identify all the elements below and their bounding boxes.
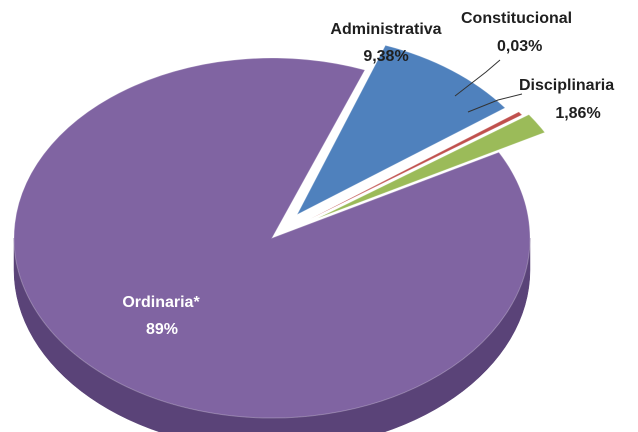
label-administrativa-value: 9,38% bbox=[363, 48, 409, 65]
label-disciplinaria-value: 1,86% bbox=[555, 105, 601, 122]
label-ordinaria-name: Ordinaria* bbox=[122, 294, 200, 311]
label-disciplinaria-name: Disciplinaria bbox=[519, 77, 615, 94]
slice-constitucional bbox=[310, 111, 523, 219]
leader-line-2 bbox=[467, 93, 523, 113]
label-constitucional-name: Constitucional bbox=[461, 10, 573, 27]
label-administrativa-name: Administrativa bbox=[330, 21, 442, 38]
leader-line-1 bbox=[454, 59, 501, 97]
slice-administrativa bbox=[296, 44, 506, 216]
label-ordinaria-value: 89% bbox=[145, 321, 179, 338]
slice-ordinaria bbox=[13, 57, 531, 419]
label-constitucional-value: 0,03% bbox=[497, 38, 543, 55]
slice-disciplinaria bbox=[317, 113, 546, 219]
